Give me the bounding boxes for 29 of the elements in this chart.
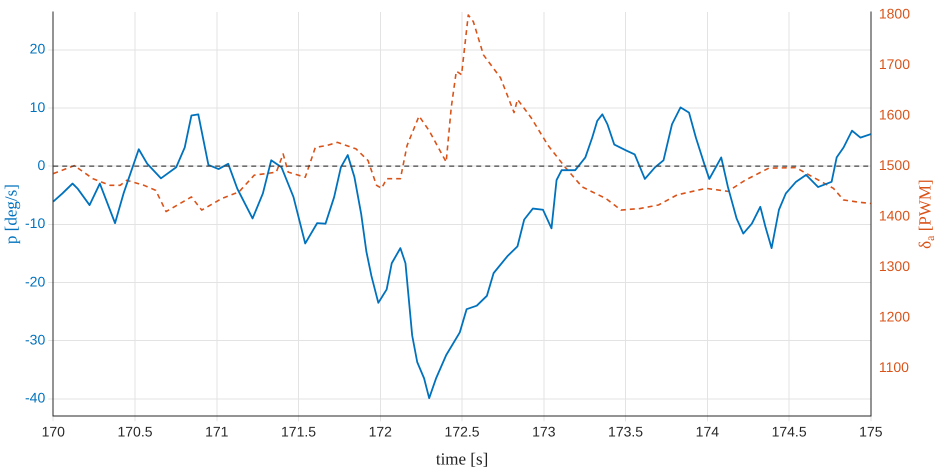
x-tick-label: 171.5 [280, 423, 316, 440]
y-tick-label: 0 [37, 156, 46, 173]
y2-tick-label: 1600 [878, 106, 910, 122]
x-axis-title: time [s] [436, 449, 488, 468]
x-tick-label: 173.5 [608, 423, 644, 440]
y2-tick-label: 1400 [878, 207, 910, 224]
x-tick-label: 174.5 [772, 423, 807, 440]
y2-tick-label: 1300 [878, 258, 910, 274]
x-tick-label: 171 [205, 423, 229, 440]
y-tick-label: -20 [25, 273, 46, 290]
y-tick-label: -10 [25, 215, 46, 232]
y2-tick-label: 1700 [878, 56, 910, 72]
y-tick-label: -30 [25, 331, 46, 348]
x-tick-label: 172 [368, 423, 392, 440]
y2-tick-label: 1100 [878, 359, 910, 376]
x-tick-label: 172.5 [444, 423, 480, 440]
y2-tick-label: 1800 [878, 5, 910, 22]
y2-axis-title: δa [PWM] [915, 179, 938, 249]
y2-tick-label: 1200 [878, 308, 910, 325]
x-tick-label: 173 [532, 423, 556, 440]
x-tick-label: 175 [859, 423, 883, 440]
y-tick-label: 10 [30, 98, 46, 115]
y2-tick-label: 1500 [878, 156, 910, 173]
x-tick-label: 170.5 [117, 423, 153, 440]
y-tick-label: -40 [25, 390, 46, 406]
y-tick-label: 20 [30, 40, 46, 57]
x-tick-label: 170 [42, 423, 66, 440]
y-axis-title: p [deg/s] [1, 184, 20, 244]
x-tick-label: 174 [696, 423, 720, 440]
